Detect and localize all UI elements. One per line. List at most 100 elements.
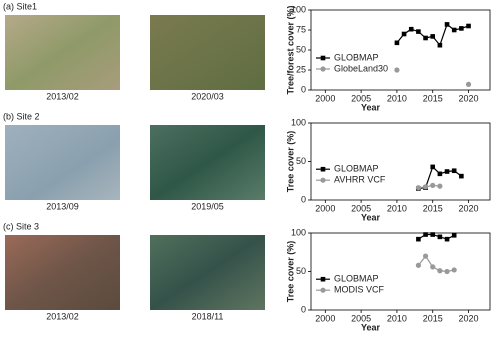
series-line bbox=[417, 255, 455, 273]
satellite-image bbox=[5, 125, 120, 200]
data-point bbox=[437, 42, 443, 48]
data-point bbox=[415, 262, 421, 268]
y-tick-label: 0 bbox=[301, 84, 306, 94]
plot-frame bbox=[310, 232, 491, 311]
image-date: 2013/09 bbox=[46, 201, 79, 211]
x-axis-label: Year bbox=[361, 322, 381, 332]
x-tick-label: 2010 bbox=[387, 313, 407, 323]
image-panels: (a) Site1 2013/02 2020/03 (b) Site 2 2013/09… bbox=[3, 1, 265, 321]
x-tick-label: 2015 bbox=[423, 93, 443, 103]
data-point bbox=[444, 169, 450, 174]
legend-marker bbox=[320, 287, 326, 293]
y-tick-label: 25 bbox=[296, 64, 306, 74]
panel-label: (c) Site 3 bbox=[3, 221, 39, 231]
satellite-image bbox=[150, 125, 265, 200]
x-tick-label: 2000 bbox=[315, 203, 335, 213]
legend-marker bbox=[320, 55, 326, 61]
y-tick-label: 0 bbox=[301, 194, 306, 204]
legend-marker bbox=[320, 166, 326, 172]
chart: 0 25 50 75 100 2000 2005 2010 2015 2020 Year Tree/f… bbox=[285, 4, 491, 112]
image-date: 2013/02 bbox=[46, 91, 79, 101]
legend-label: GLOBMAP bbox=[334, 164, 379, 174]
data-point bbox=[444, 22, 450, 27]
image-date: 2020/03 bbox=[191, 91, 224, 101]
data-point bbox=[430, 34, 436, 39]
panel-label: (b) Site 2 bbox=[3, 111, 40, 121]
data-point bbox=[465, 81, 472, 87]
satellite-image bbox=[150, 235, 265, 310]
x-tick-label: 2005 bbox=[351, 313, 371, 323]
x-tick-label: 2010 bbox=[387, 203, 407, 213]
y-tick-label: 75 bbox=[296, 24, 306, 34]
y-axis-label: Tree cover (%) bbox=[285, 131, 295, 193]
y-tick-label: 50 bbox=[296, 266, 306, 276]
x-tick-label: 2005 bbox=[351, 93, 371, 103]
data-point bbox=[423, 35, 428, 41]
charts: 0 25 50 75 100 2000 2005 2010 2015 2020 Year Tree/f… bbox=[285, 4, 491, 332]
data-point bbox=[451, 233, 457, 238]
x-axis-label: Year bbox=[361, 212, 381, 222]
data-point bbox=[394, 40, 400, 46]
series-line bbox=[418, 184, 440, 189]
image-date: 2013/02 bbox=[46, 311, 79, 321]
data-point bbox=[408, 26, 414, 32]
data-point bbox=[416, 29, 421, 34]
data-point bbox=[401, 31, 407, 37]
data-point bbox=[444, 236, 450, 242]
data-point bbox=[430, 264, 436, 270]
data-point bbox=[423, 232, 428, 237]
y-axis-label: Tree cover (%) bbox=[285, 241, 295, 303]
plot-frame bbox=[310, 122, 491, 201]
satellite-image bbox=[5, 15, 120, 90]
chart: 0 50 100 2000 2005 2010 2015 2020 Year Tree cover… bbox=[285, 117, 491, 222]
x-tick-label: 2020 bbox=[459, 313, 479, 323]
data-point bbox=[422, 184, 429, 190]
y-tick-label: 100 bbox=[291, 227, 306, 237]
data-point bbox=[437, 234, 443, 240]
data-point bbox=[459, 26, 464, 31]
y-axis-label: Tree/forest cover (%) bbox=[285, 5, 295, 94]
legend-marker bbox=[320, 276, 326, 282]
data-point bbox=[451, 168, 457, 174]
x-tick-label: 2010 bbox=[387, 93, 407, 103]
panel-label: (a) Site1 bbox=[3, 1, 37, 11]
data-point bbox=[415, 185, 421, 191]
plot-frame bbox=[310, 9, 491, 91]
image-date: 2018/11 bbox=[192, 311, 224, 321]
data-point bbox=[430, 232, 436, 237]
y-tick-label: 0 bbox=[301, 304, 306, 314]
data-point bbox=[437, 171, 443, 177]
data-point bbox=[430, 164, 436, 170]
legend-marker bbox=[320, 177, 326, 183]
data-point bbox=[451, 267, 457, 273]
x-tick-label: 2000 bbox=[315, 313, 335, 323]
x-tick-label: 2015 bbox=[423, 203, 443, 213]
image-date: 2019/05 bbox=[191, 201, 224, 211]
legend-label: MODIS VCF bbox=[334, 285, 385, 295]
satellite-image bbox=[150, 15, 265, 90]
x-axis-label: Year bbox=[361, 102, 381, 112]
data-point bbox=[430, 182, 436, 188]
chart: 0 50 100 2000 2005 2010 2015 2020 Year Tree cover… bbox=[285, 227, 491, 332]
data-point bbox=[451, 27, 457, 33]
data-point bbox=[459, 173, 464, 179]
legend-label: GLOBMAP bbox=[334, 274, 379, 284]
legend-label: GlobeLand30 bbox=[334, 63, 388, 73]
x-tick-label: 2020 bbox=[459, 93, 479, 103]
data-point bbox=[466, 23, 471, 29]
data-point bbox=[422, 253, 429, 259]
y-tick-label: 50 bbox=[296, 44, 306, 54]
data-point bbox=[437, 183, 443, 189]
x-tick-label: 2005 bbox=[351, 203, 371, 213]
x-tick-label: 2020 bbox=[459, 203, 479, 213]
data-point bbox=[437, 268, 443, 274]
legend-label: AVHRR VCF bbox=[334, 175, 386, 185]
data-point bbox=[444, 268, 450, 275]
satellite-image bbox=[5, 235, 120, 310]
legend-label: GLOBMAP bbox=[334, 52, 379, 62]
y-tick-label: 50 bbox=[296, 156, 306, 166]
y-tick-label: 100 bbox=[291, 117, 306, 127]
x-tick-label: 2000 bbox=[315, 93, 335, 103]
data-point bbox=[416, 236, 421, 242]
